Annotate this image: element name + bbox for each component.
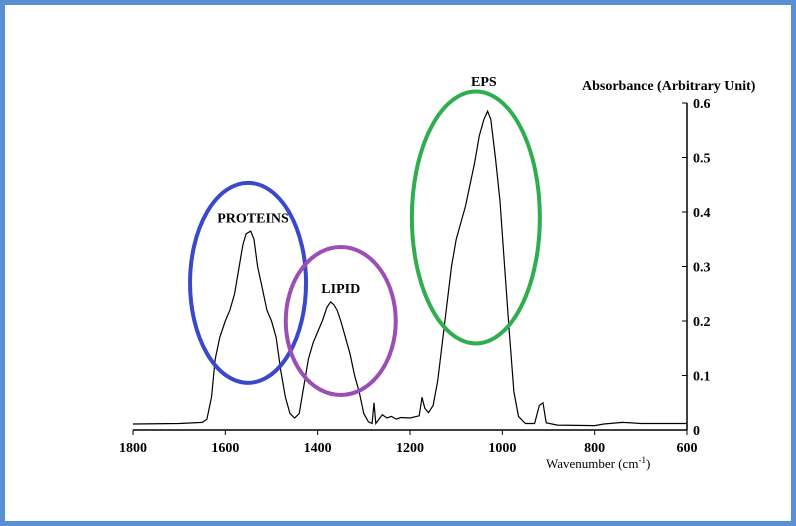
annotation-ellipse [283, 245, 398, 397]
x-tick-label: 800 [584, 441, 605, 456]
y-axis-title: Absorbance (Arbitrary Unit) [582, 79, 756, 94]
annotation-ellipse [409, 89, 542, 346]
x-tick-label: 1200 [396, 441, 424, 456]
y-tick-label: 0.6 [693, 97, 711, 112]
absorbance-series-line [132, 109, 687, 427]
annotation-label: EPS [471, 75, 497, 90]
y-tick-label: 0.2 [693, 315, 711, 330]
x-tick-label: 1400 [304, 441, 332, 456]
y-tick-label: 0 [693, 424, 700, 439]
annotation-label: PROTEINS [217, 211, 289, 226]
y-tick-label: 0.3 [693, 261, 711, 276]
x-tick-label: 1000 [488, 441, 516, 456]
y-tick-label: 0.5 [693, 152, 711, 167]
annotation-label: LIPID [321, 282, 360, 297]
x-tick-label: 1600 [211, 441, 239, 456]
x-tick-label: 1800 [119, 441, 147, 456]
annotation-ellipse [188, 180, 309, 385]
x-tick-label: 600 [677, 441, 698, 456]
y-tick-label: 0.1 [693, 370, 711, 385]
x-ticks: 1800 1600 1400 1200 1000 800 600 [119, 430, 698, 456]
x-axis-title: Wavenumber (cm-1) [546, 455, 650, 471]
y-ticks: 0 0.1 0.2 0.3 0.4 0.5 0.6 [682, 97, 711, 439]
y-tick-label: 0.4 [693, 206, 711, 221]
annotations: PROTEINS LIPID EPS [188, 75, 542, 397]
